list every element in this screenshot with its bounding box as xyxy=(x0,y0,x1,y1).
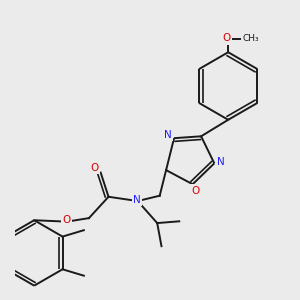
Text: N: N xyxy=(217,157,225,166)
Text: N: N xyxy=(164,130,172,140)
Text: O: O xyxy=(90,163,98,172)
Text: N: N xyxy=(133,195,141,205)
Text: O: O xyxy=(191,186,200,196)
Text: O: O xyxy=(222,33,231,43)
Text: CH₃: CH₃ xyxy=(243,34,259,43)
Text: O: O xyxy=(62,215,71,225)
